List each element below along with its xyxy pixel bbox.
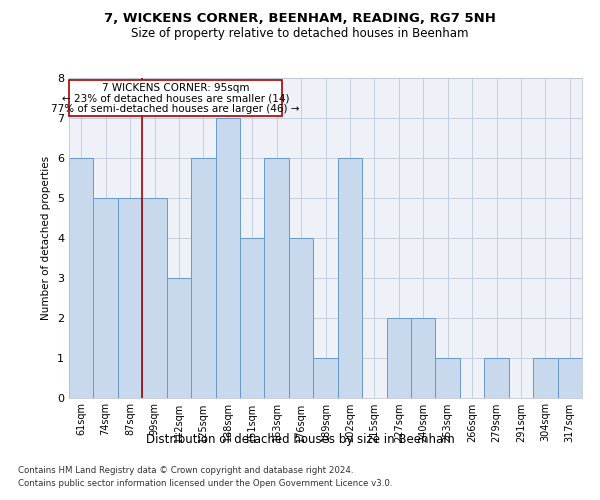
Bar <box>289 238 313 398</box>
Bar <box>338 158 362 398</box>
Text: Distribution of detached houses by size in Beenham: Distribution of detached houses by size … <box>146 432 454 446</box>
Text: 77% of semi-detached houses are larger (46) →: 77% of semi-detached houses are larger (… <box>51 104 299 114</box>
Bar <box>386 318 411 398</box>
Text: 7, WICKENS CORNER, BEENHAM, READING, RG7 5NH: 7, WICKENS CORNER, BEENHAM, READING, RG7… <box>104 12 496 26</box>
Y-axis label: Number of detached properties: Number of detached properties <box>41 156 52 320</box>
Bar <box>411 318 436 398</box>
Bar <box>265 158 289 398</box>
Bar <box>484 358 509 398</box>
Bar <box>118 198 142 398</box>
Bar <box>436 358 460 398</box>
Bar <box>142 198 167 398</box>
Text: Size of property relative to detached houses in Beenham: Size of property relative to detached ho… <box>131 28 469 40</box>
Text: 7 WICKENS CORNER: 95sqm: 7 WICKENS CORNER: 95sqm <box>101 83 249 93</box>
Bar <box>69 158 94 398</box>
Bar <box>191 158 215 398</box>
Text: Contains public sector information licensed under the Open Government Licence v3: Contains public sector information licen… <box>18 479 392 488</box>
Text: Contains HM Land Registry data © Crown copyright and database right 2024.: Contains HM Land Registry data © Crown c… <box>18 466 353 475</box>
FancyBboxPatch shape <box>69 80 281 116</box>
Bar <box>313 358 338 398</box>
Bar <box>94 198 118 398</box>
Bar <box>167 278 191 398</box>
Text: ← 23% of detached houses are smaller (14): ← 23% of detached houses are smaller (14… <box>62 94 289 104</box>
Bar <box>215 118 240 398</box>
Bar <box>557 358 582 398</box>
Bar <box>240 238 265 398</box>
Bar <box>533 358 557 398</box>
